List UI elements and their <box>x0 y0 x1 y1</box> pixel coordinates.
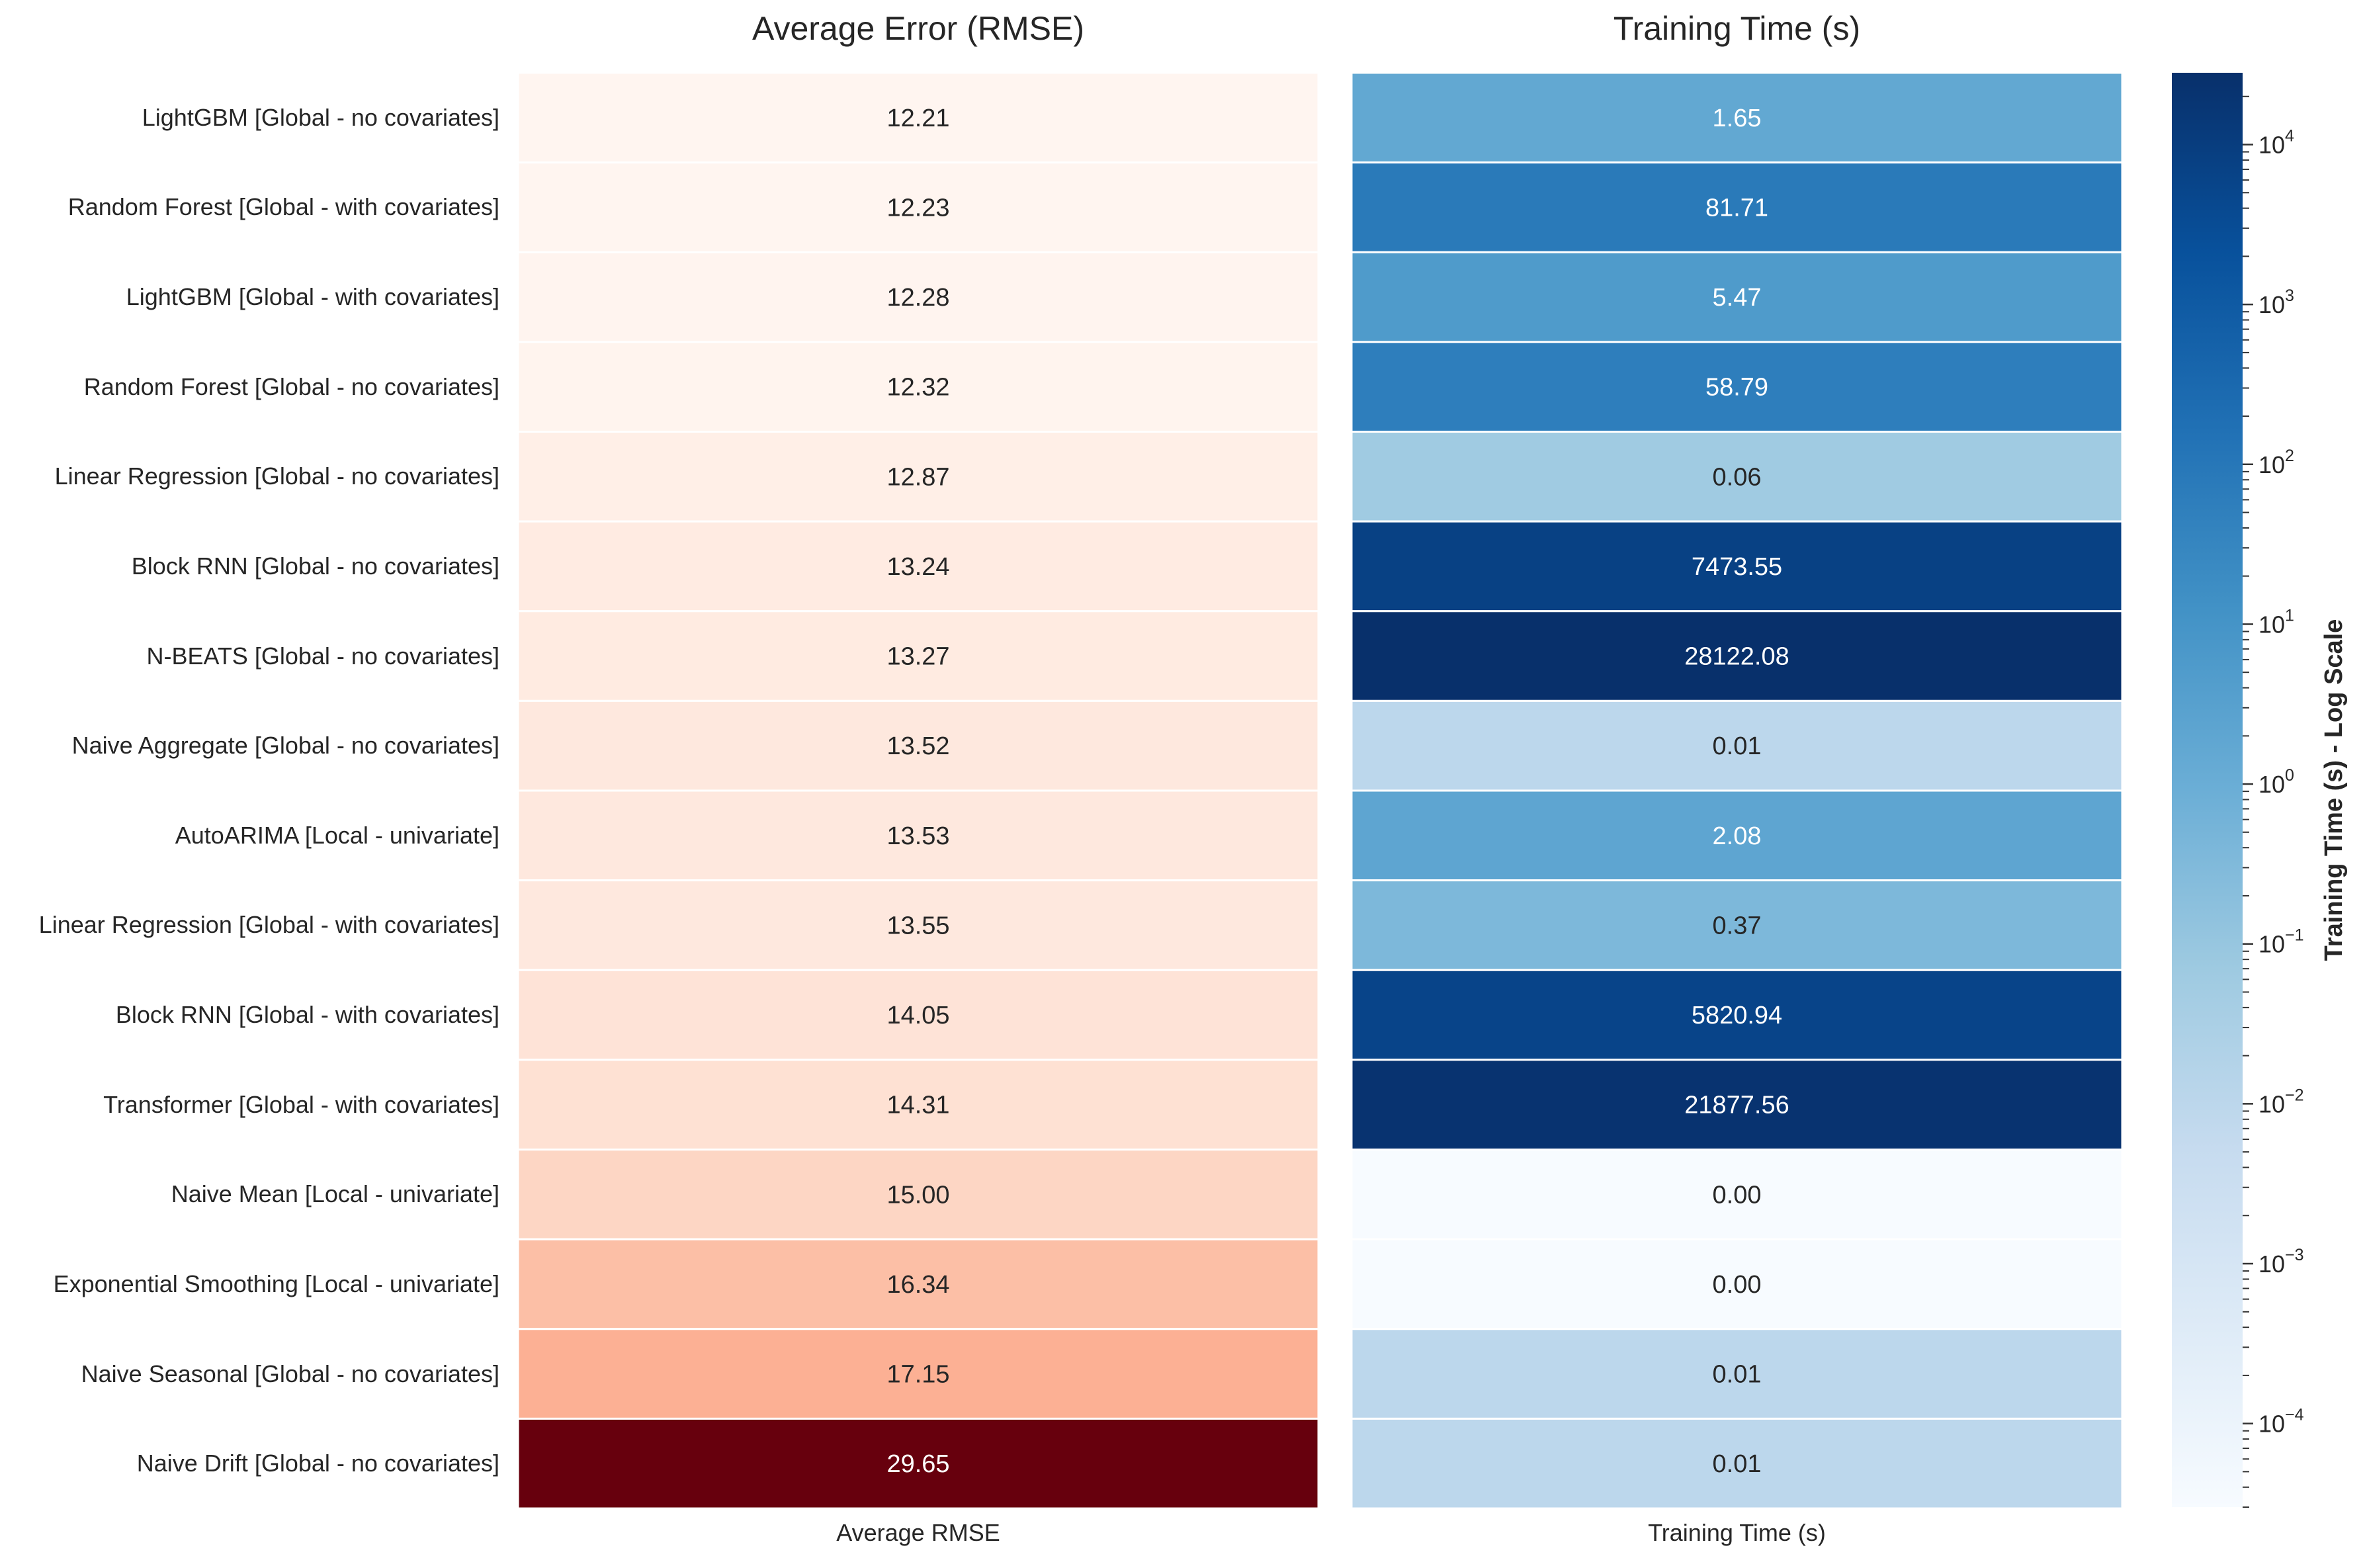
rmse-cell <box>517 610 1320 702</box>
time-cell <box>1350 789 2124 882</box>
time-cell <box>1350 1328 2124 1420</box>
rmse-cell-label: 12.87 <box>886 463 949 491</box>
time-cell-label: 81.71 <box>1705 194 1768 222</box>
time-cell-label: 0.37 <box>1713 912 1762 939</box>
rmse-cell <box>517 1238 1320 1330</box>
rmse-cell-label: 16.34 <box>886 1271 949 1299</box>
time-cell-label: 2.08 <box>1713 822 1762 850</box>
time-cell-label: 0.01 <box>1713 1450 1762 1478</box>
rmse-cell-label: 12.32 <box>886 374 949 402</box>
row-label: Transformer [Global - with covariates] <box>103 1090 499 1118</box>
rmse-column-label: Average RMSE <box>836 1519 1000 1546</box>
time-cell <box>1350 699 2124 792</box>
colorbar-tick-label: 102 <box>2258 447 2294 478</box>
rmse-cell-label: 13.27 <box>886 643 949 671</box>
time-cell-label: 0.00 <box>1713 1271 1762 1299</box>
row-label: LightGBM [Global - no covariates] <box>142 103 499 131</box>
time-cell <box>1350 1417 2124 1510</box>
rmse-cell-label: 17.15 <box>886 1361 949 1389</box>
row-label: Exponential Smoothing [Local - univariat… <box>53 1270 499 1297</box>
row-label: Linear Regression [Global - with covaria… <box>38 911 499 939</box>
row-label: N-BEATS [Global - no covariates] <box>146 642 499 670</box>
rmse-cell-label: 13.55 <box>886 912 949 939</box>
time-cell-label: 7473.55 <box>1692 553 1782 581</box>
rmse-cell <box>517 341 1320 433</box>
colorbar-tick-label: 100 <box>2258 766 2294 798</box>
time-cell <box>1350 520 2124 613</box>
row-label: Naive Aggregate [Global - no covariates] <box>71 732 499 760</box>
rmse-cell <box>517 1417 1320 1510</box>
colorbar-label: Training Time (s) - Log Scale <box>2320 619 2348 961</box>
colorbar-tick-label: 103 <box>2258 286 2294 318</box>
rmse-cell-label: 12.28 <box>886 284 949 312</box>
row-label: AutoARIMA [Local - univariate] <box>175 821 499 849</box>
row-label: Naive Drift [Global - no covariates] <box>136 1450 499 1477</box>
colorbar-tick-label: 10−1 <box>2258 926 2304 958</box>
rmse-cell-label: 12.21 <box>886 105 949 132</box>
time-panel-title: Training Time (s) <box>1613 10 1861 47</box>
row-label: Naive Mean [Local - univariate] <box>171 1180 499 1208</box>
time-cell <box>1350 431 2124 523</box>
rmse-cell <box>517 1149 1320 1241</box>
colorbar-tick-label: 101 <box>2258 606 2294 638</box>
time-cell <box>1350 1238 2124 1330</box>
rmse-cell <box>517 699 1320 792</box>
time-cell <box>1350 610 2124 702</box>
colorbar-tick-label: 104 <box>2258 127 2294 159</box>
time-cell-label: 0.00 <box>1713 1181 1762 1209</box>
colorbar-tick-label: 10−4 <box>2258 1406 2304 1438</box>
rmse-cell-label: 15.00 <box>886 1181 949 1209</box>
rmse-cell <box>517 969 1320 1061</box>
rmse-cell-label: 13.24 <box>886 553 949 581</box>
rmse-cell <box>517 1328 1320 1420</box>
rmse-cell-label: 29.65 <box>886 1450 949 1478</box>
rmse-cell <box>517 1059 1320 1151</box>
rmse-cell-label: 14.31 <box>886 1092 949 1119</box>
time-column-label: Training Time (s) <box>1648 1519 1826 1546</box>
time-cell <box>1350 71 2124 164</box>
time-cell-label: 5820.94 <box>1692 1002 1782 1029</box>
time-cell-label: 5.47 <box>1713 284 1762 312</box>
time-cell <box>1350 879 2124 971</box>
row-label: Linear Regression [Global - no covariate… <box>54 462 499 490</box>
time-cell <box>1350 1059 2124 1151</box>
rmse-cell <box>517 520 1320 613</box>
rmse-cell <box>517 789 1320 882</box>
row-label: Random Forest [Global - no covariates] <box>83 372 499 400</box>
row-label: Block RNN [Global - no covariates] <box>131 552 499 580</box>
time-cell-label: 58.79 <box>1705 374 1768 402</box>
row-label: Random Forest [Global - with covariates] <box>67 193 499 221</box>
time-cell-label: 21877.56 <box>1684 1092 1789 1119</box>
colorbar-tick-label: 10−3 <box>2258 1246 2304 1278</box>
time-cell-label: 0.01 <box>1713 1361 1762 1389</box>
rmse-cell-label: 13.53 <box>886 822 949 850</box>
rmse-cell <box>517 71 1320 164</box>
rmse-cell-label: 14.05 <box>886 1002 949 1029</box>
time-cell-label: 0.06 <box>1713 463 1762 491</box>
row-label: LightGBM [Global - with covariates] <box>126 283 499 311</box>
rmse-cell <box>517 161 1320 253</box>
time-cell <box>1350 1149 2124 1241</box>
time-cell-label: 0.01 <box>1713 732 1762 760</box>
colorbar <box>2172 73 2243 1507</box>
time-cell-label: 28122.08 <box>1684 643 1789 671</box>
time-cell <box>1350 161 2124 253</box>
rmse-cell <box>517 251 1320 343</box>
time-cell-label: 1.65 <box>1713 105 1762 132</box>
colorbar-tick-label: 10−2 <box>2258 1086 2304 1117</box>
rmse-cell <box>517 431 1320 523</box>
row-label: Block RNN [Global - with covariates] <box>115 1001 499 1029</box>
time-cell <box>1350 251 2124 343</box>
rmse-cell-label: 12.23 <box>886 194 949 222</box>
rmse-cell <box>517 879 1320 971</box>
row-label: Naive Seasonal [Global - no covariates] <box>81 1360 499 1387</box>
rmse-panel-title: Average Error (RMSE) <box>752 10 1084 47</box>
rmse-cell-label: 13.52 <box>886 732 949 760</box>
